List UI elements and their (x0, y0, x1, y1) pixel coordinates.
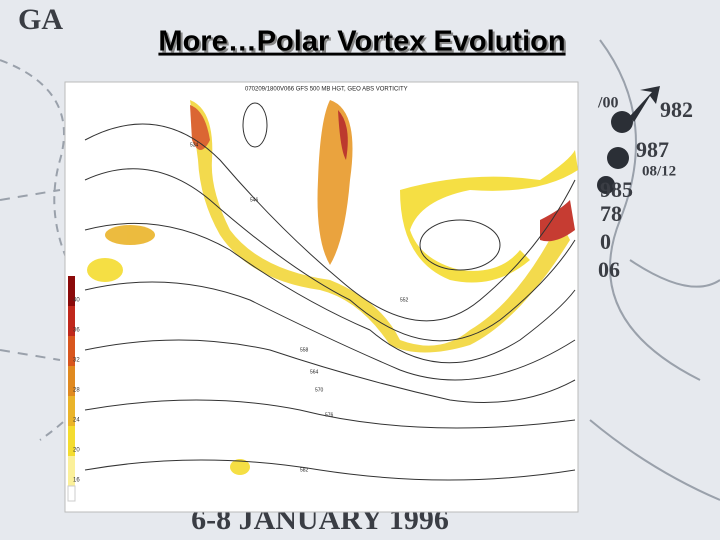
contour-label: 546 (250, 197, 259, 203)
background-label: /00 (597, 95, 618, 112)
contour-label: 576 (325, 412, 334, 418)
contour-label: 558 (300, 347, 309, 353)
colorbar-swatch (68, 396, 75, 426)
background-label: 982 (660, 97, 693, 122)
colorbar-swatch (68, 276, 75, 306)
storm-track (597, 86, 660, 194)
colorbar-swatch (68, 426, 75, 456)
title: More…Polar Vortex Evolution (158, 26, 565, 58)
height-contours (84, 102, 576, 481)
background-label: 08/12 (642, 163, 676, 179)
colorbar-label: 24 (73, 418, 80, 424)
background-label: 0 (600, 229, 611, 254)
colorbar-swatch (68, 456, 75, 486)
contour-label: 570 (315, 387, 324, 393)
colorbar-label: 32 (73, 358, 80, 364)
vorticity-fill (87, 100, 578, 475)
background-label: 987 (636, 137, 669, 162)
colorbar-swatch (68, 336, 75, 366)
background-label: 06 (598, 257, 620, 282)
contour-label: 552 (400, 297, 409, 303)
contour-label: 582 (300, 467, 309, 473)
background-label: GA (18, 3, 63, 36)
map-header: 070209/1800V066 GFS 500 MB HGT, GEO ABS … (245, 87, 408, 93)
colorbar-swatch (67, 485, 76, 502)
contour-label: 564 (310, 369, 319, 375)
background-label: 78 (600, 201, 622, 226)
colorbar: 40 36 32 28 24 20 16 (67, 276, 80, 502)
colorbar-label: 20 (73, 448, 80, 454)
colorbar-label: 40 (73, 298, 80, 304)
background-label: 985 (600, 177, 633, 202)
title-shadow: More…Polar Vortex Evolution (160, 28, 567, 60)
colorbar-label: 16 (73, 478, 80, 484)
colorbar-swatch (68, 306, 75, 336)
contour-labels: 534 546 552 558 564 570 576 582 (190, 142, 409, 473)
contour-label: 534 (190, 142, 199, 148)
colorbar-label: 28 (73, 388, 80, 394)
colorbar-label: 36 (73, 328, 80, 334)
colorbar-swatch (68, 366, 75, 396)
